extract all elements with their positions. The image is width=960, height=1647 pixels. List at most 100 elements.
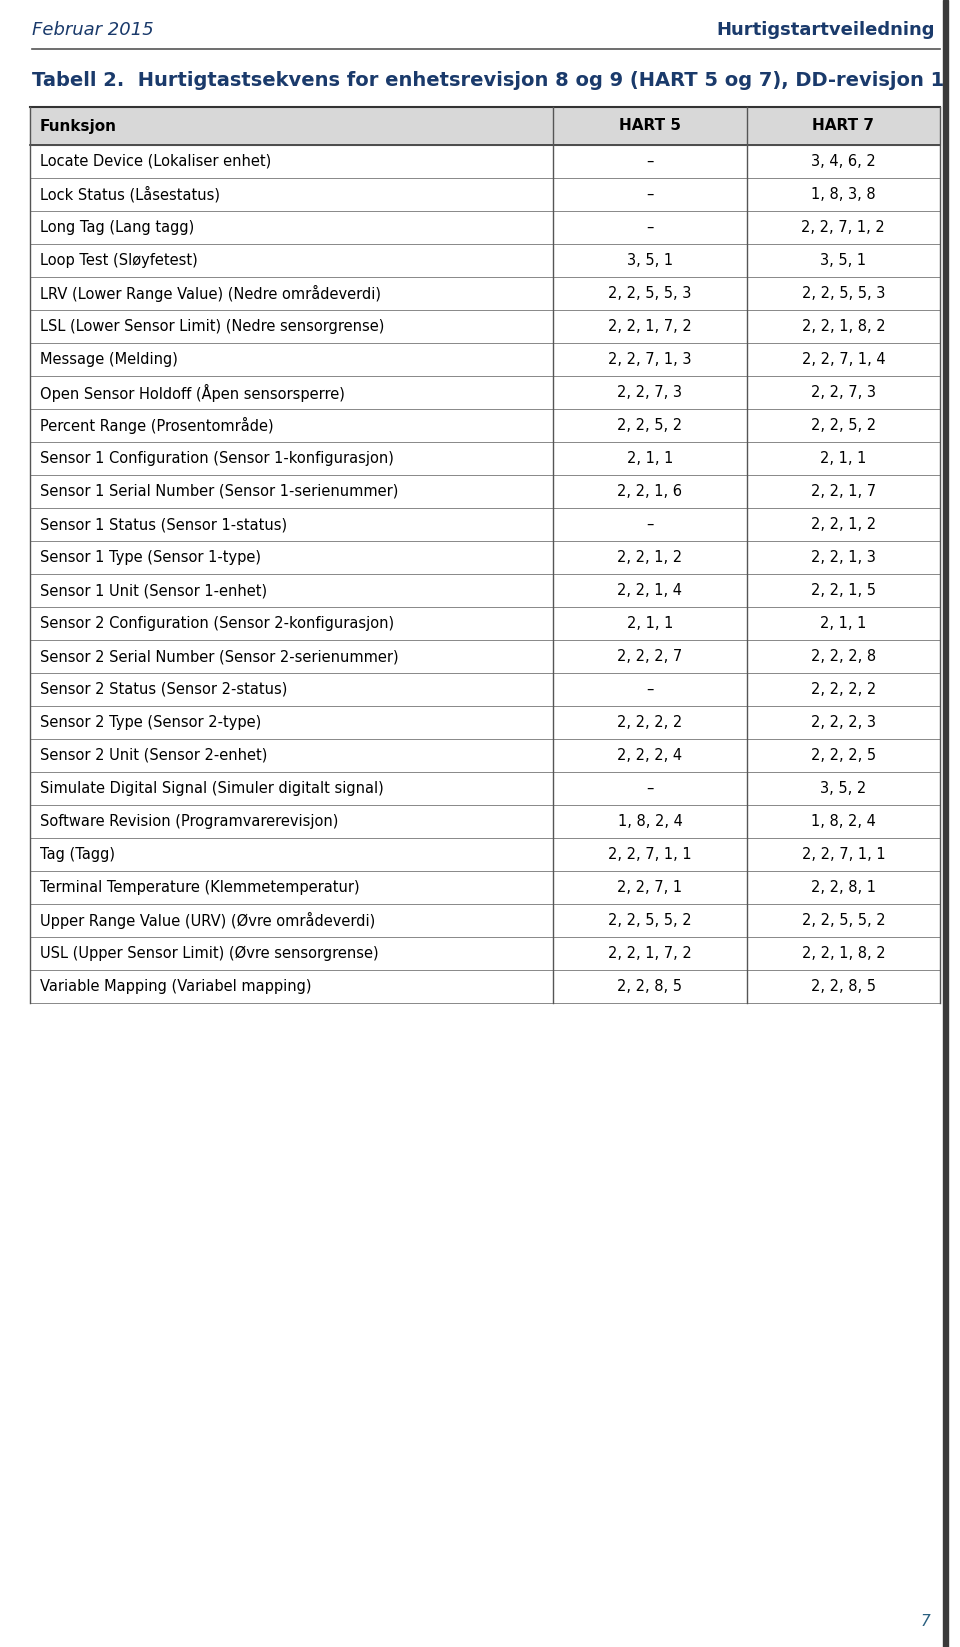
Bar	[30, 937, 940, 970]
Text: 1, 8, 2, 4: 1, 8, 2, 4	[811, 814, 876, 828]
Text: 2, 2, 8, 5: 2, 2, 8, 5	[617, 978, 683, 995]
Text: 2, 2, 2, 8: 2, 2, 2, 8	[811, 649, 876, 664]
Text: 2, 2, 1, 7, 2: 2, 2, 1, 7, 2	[608, 945, 692, 960]
Text: 2, 2, 1, 2: 2, 2, 1, 2	[811, 517, 876, 532]
Bar	[30, 441, 940, 474]
Text: Funksjon: Funksjon	[40, 119, 117, 133]
Text: 2, 1, 1: 2, 1, 1	[820, 616, 867, 631]
Text: 2, 2, 2, 3: 2, 2, 2, 3	[811, 715, 876, 730]
Text: USL (Upper Sensor Limit) (Øvre sensorgrense): USL (Upper Sensor Limit) (Øvre sensorgre…	[40, 945, 378, 962]
Text: –: –	[646, 781, 654, 796]
Text: 2, 2, 7, 1, 3: 2, 2, 7, 1, 3	[609, 352, 692, 367]
Bar	[30, 707, 940, 740]
Text: 2, 2, 5, 2: 2, 2, 5, 2	[617, 418, 683, 433]
Text: 2, 2, 1, 4: 2, 2, 1, 4	[617, 583, 683, 598]
Text: Software Revision (Programvarerevisjon): Software Revision (Programvarerevisjon)	[40, 814, 338, 828]
Text: 2, 1, 1: 2, 1, 1	[627, 451, 673, 466]
Text: 1, 8, 3, 8: 1, 8, 3, 8	[811, 188, 876, 203]
Text: 2, 2, 7, 1, 4: 2, 2, 7, 1, 4	[802, 352, 885, 367]
Text: Hurtigstartveiledning: Hurtigstartveiledning	[716, 21, 935, 40]
Text: 2, 1, 1: 2, 1, 1	[627, 616, 673, 631]
Bar	[30, 970, 940, 1003]
Text: Sensor 1 Status (Sensor 1-status): Sensor 1 Status (Sensor 1-status)	[40, 517, 287, 532]
Text: 2, 2, 2, 2: 2, 2, 2, 2	[617, 715, 683, 730]
Text: Tabell 2.  Hurtigtastsekvens for enhetsrevisjon 8 og 9 (HART 5 og 7), DD-revisjo: Tabell 2. Hurtigtastsekvens for enhetsre…	[32, 71, 945, 89]
Text: 2, 2, 2, 4: 2, 2, 2, 4	[617, 748, 683, 763]
Text: Loop Test (Sløyfetest): Loop Test (Sløyfetest)	[40, 254, 198, 268]
Text: –: –	[646, 682, 654, 697]
Bar	[30, 674, 940, 707]
Bar	[30, 805, 940, 838]
Bar	[30, 178, 940, 211]
Text: Tag (Tagg): Tag (Tagg)	[40, 847, 115, 861]
Bar	[30, 244, 940, 277]
Bar	[30, 641, 940, 674]
Text: Terminal Temperature (Klemmetemperatur): Terminal Temperature (Klemmetemperatur)	[40, 879, 360, 894]
Text: –: –	[646, 517, 654, 532]
Text: 2, 2, 1, 8, 2: 2, 2, 1, 8, 2	[802, 945, 885, 960]
Text: Variable Mapping (Variabel mapping): Variable Mapping (Variabel mapping)	[40, 978, 311, 995]
Text: 3, 5, 2: 3, 5, 2	[820, 781, 867, 796]
Text: Simulate Digital Signal (Simuler digitalt signal): Simulate Digital Signal (Simuler digital…	[40, 781, 384, 796]
Bar	[30, 343, 940, 376]
Text: 2, 2, 7, 1, 1: 2, 2, 7, 1, 1	[802, 847, 885, 861]
Text: 2, 2, 8, 1: 2, 2, 8, 1	[811, 879, 876, 894]
Text: 2, 2, 1, 8, 2: 2, 2, 1, 8, 2	[802, 320, 885, 334]
Text: Sensor 1 Unit (Sensor 1-enhet): Sensor 1 Unit (Sensor 1-enhet)	[40, 583, 267, 598]
Bar	[30, 408, 940, 441]
Text: 2, 2, 2, 2: 2, 2, 2, 2	[810, 682, 876, 697]
Text: Sensor 2 Unit (Sensor 2-enhet): Sensor 2 Unit (Sensor 2-enhet)	[40, 748, 268, 763]
Text: Locate Device (Lokaliser enhet): Locate Device (Lokaliser enhet)	[40, 155, 272, 170]
Bar	[30, 838, 940, 871]
Text: 2, 2, 1, 2: 2, 2, 1, 2	[617, 550, 683, 565]
Text: 2, 2, 7, 1: 2, 2, 7, 1	[617, 879, 683, 894]
Bar	[30, 608, 940, 641]
Bar	[943, 0, 948, 1647]
Text: Long Tag (Lang tagg): Long Tag (Lang tagg)	[40, 221, 194, 236]
Text: 2, 2, 2, 5: 2, 2, 2, 5	[811, 748, 876, 763]
Text: –: –	[646, 155, 654, 170]
Text: Sensor 2 Status (Sensor 2-status): Sensor 2 Status (Sensor 2-status)	[40, 682, 287, 697]
Text: 3, 4, 6, 2: 3, 4, 6, 2	[811, 155, 876, 170]
Text: 3, 5, 1: 3, 5, 1	[627, 254, 673, 268]
Text: Sensor 2 Type (Sensor 2-type): Sensor 2 Type (Sensor 2-type)	[40, 715, 261, 730]
Text: Upper Range Value (URV) (Øvre områdeverdi): Upper Range Value (URV) (Øvre områdeverd…	[40, 912, 375, 929]
Bar	[30, 277, 940, 310]
Text: 2, 2, 1, 3: 2, 2, 1, 3	[811, 550, 876, 565]
Text: 2, 2, 1, 5: 2, 2, 1, 5	[811, 583, 876, 598]
Text: HART 7: HART 7	[812, 119, 875, 133]
Bar	[30, 211, 940, 244]
Text: Open Sensor Holdoff (Åpen sensorsperre): Open Sensor Holdoff (Åpen sensorsperre)	[40, 384, 345, 402]
Bar	[30, 107, 940, 145]
Text: LRV (Lower Range Value) (Nedre områdeverdi): LRV (Lower Range Value) (Nedre områdever…	[40, 285, 381, 301]
Text: 2, 2, 5, 5, 3: 2, 2, 5, 5, 3	[802, 287, 885, 301]
Bar	[30, 145, 940, 178]
Text: 2, 2, 7, 1, 2: 2, 2, 7, 1, 2	[802, 221, 885, 236]
Text: LSL (Lower Sensor Limit) (Nedre sensorgrense): LSL (Lower Sensor Limit) (Nedre sensorgr…	[40, 320, 384, 334]
Text: –: –	[646, 221, 654, 236]
Text: 1, 8, 2, 4: 1, 8, 2, 4	[617, 814, 683, 828]
Text: 2, 2, 1, 7, 2: 2, 2, 1, 7, 2	[608, 320, 692, 334]
Text: 2, 2, 8, 5: 2, 2, 8, 5	[811, 978, 876, 995]
Bar	[30, 772, 940, 805]
Text: Message (Melding): Message (Melding)	[40, 352, 178, 367]
Text: 2, 2, 7, 3: 2, 2, 7, 3	[811, 385, 876, 400]
Text: Sensor 1 Configuration (Sensor 1-konfigurasjon): Sensor 1 Configuration (Sensor 1-konfigu…	[40, 451, 394, 466]
Text: Sensor 1 Serial Number (Sensor 1-serienummer): Sensor 1 Serial Number (Sensor 1-serienu…	[40, 484, 398, 499]
Bar	[30, 740, 940, 772]
Text: 2, 2, 5, 2: 2, 2, 5, 2	[811, 418, 876, 433]
Text: 2, 2, 5, 5, 2: 2, 2, 5, 5, 2	[802, 912, 885, 927]
Text: 2, 1, 1: 2, 1, 1	[820, 451, 867, 466]
Bar	[30, 575, 940, 608]
Text: Lock Status (Låsestatus): Lock Status (Låsestatus)	[40, 186, 220, 203]
Bar	[30, 904, 940, 937]
Text: 2, 2, 7, 1, 1: 2, 2, 7, 1, 1	[608, 847, 692, 861]
Text: Sensor 2 Configuration (Sensor 2-konfigurasjon): Sensor 2 Configuration (Sensor 2-konfigu…	[40, 616, 395, 631]
Text: 3, 5, 1: 3, 5, 1	[820, 254, 866, 268]
Text: Percent Range (Prosentområde): Percent Range (Prosentområde)	[40, 417, 274, 435]
Text: HART 5: HART 5	[619, 119, 681, 133]
Text: –: –	[646, 188, 654, 203]
Text: Sensor 2 Serial Number (Sensor 2-serienummer): Sensor 2 Serial Number (Sensor 2-serienu…	[40, 649, 398, 664]
Bar	[30, 871, 940, 904]
Text: 2, 2, 5, 5, 3: 2, 2, 5, 5, 3	[609, 287, 691, 301]
